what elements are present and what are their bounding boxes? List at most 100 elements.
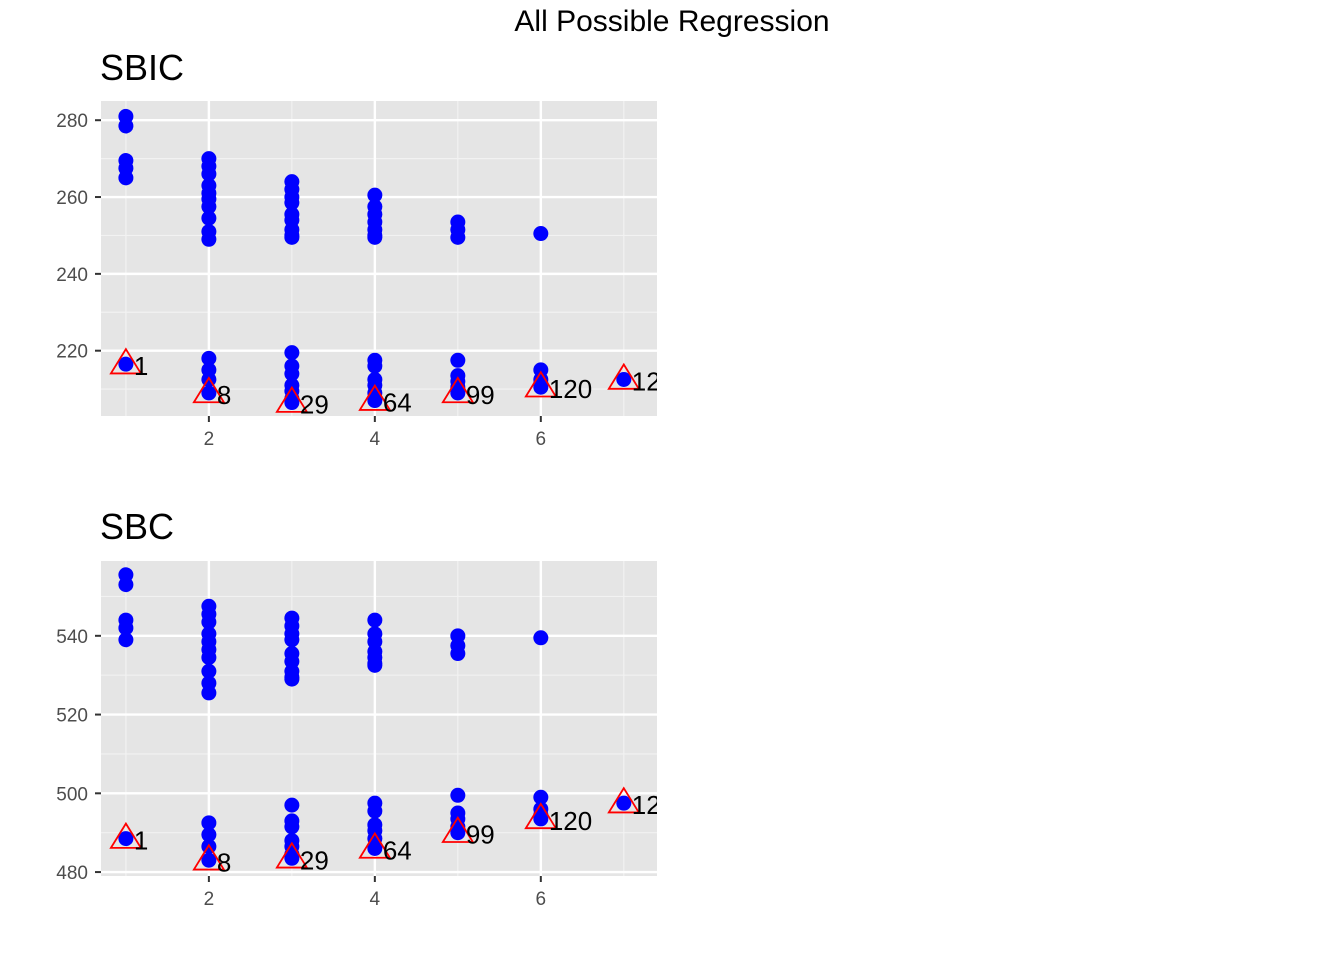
data-point: [201, 385, 217, 401]
data-point: [367, 358, 383, 374]
data-point: [284, 345, 300, 361]
data-point: [201, 685, 217, 701]
data-point: [533, 379, 549, 395]
data-point: [201, 815, 217, 831]
best-model-marker: [441, 815, 475, 843]
x-tick-label: 4: [370, 889, 381, 910]
data-point: [367, 840, 383, 856]
data-point: [118, 356, 134, 372]
data-point: [201, 827, 217, 843]
y-tick-label: 260: [56, 188, 88, 209]
data-point: [284, 195, 300, 211]
x-tick-label: 2: [204, 429, 215, 450]
best-model-label: 8: [217, 380, 231, 410]
best-model-label: 99: [466, 820, 495, 850]
data-point: [284, 797, 300, 813]
x-tick-label: 6: [536, 429, 547, 450]
data-marks: 1 8 29 64 99 120 127: [109, 567, 675, 877]
main-title: All Possible Regression: [514, 5, 829, 38]
data-point: [284, 819, 300, 835]
chart-panel-sbic: SBIC 2 4 6 220 240 260 280 1 8 29 64 99 120 127: [56, 47, 675, 450]
best-model-label: 64: [383, 835, 412, 865]
data-point: [201, 199, 217, 215]
best-model-label: 8: [217, 847, 231, 877]
data-point: [201, 231, 217, 247]
best-model-label: 120: [549, 806, 592, 836]
best-model-marker: [607, 362, 641, 390]
data-marks: 1 8 29 64 99 120 127: [109, 108, 675, 420]
y-tick-label: 480: [56, 863, 88, 884]
data-point: [118, 118, 134, 134]
x-tick-label: 4: [370, 429, 381, 450]
best-model-marker: [192, 843, 226, 871]
data-point: [367, 803, 383, 819]
data-point: [284, 632, 300, 648]
data-point: [284, 850, 300, 866]
panel-title: SBIC: [100, 47, 184, 88]
best-model-marker: [441, 376, 475, 404]
best-model-label: 99: [466, 380, 495, 410]
best-model-marker: [524, 370, 558, 398]
data-point: [118, 170, 134, 186]
data-point: [284, 395, 300, 411]
data-point: [118, 831, 134, 847]
best-model-label: 127: [632, 367, 675, 397]
data-point: [201, 649, 217, 665]
data-point: [367, 187, 383, 203]
data-point: [118, 632, 134, 648]
x-tick-label: 2: [204, 889, 215, 910]
data-point: [450, 352, 466, 368]
y-tick-label: 500: [56, 784, 88, 805]
best-model-marker: [524, 802, 558, 830]
data-point: [450, 825, 466, 841]
best-model-marker: [109, 821, 143, 849]
data-point: [201, 614, 217, 630]
best-model-marker: [109, 347, 143, 375]
y-tick-label: 220: [56, 342, 88, 363]
best-model-label: 1: [134, 351, 148, 381]
y-tick-label: 280: [56, 111, 88, 132]
best-model-label: 29: [300, 845, 329, 875]
data-point: [284, 366, 300, 382]
data-point: [118, 620, 134, 636]
data-point: [367, 393, 383, 409]
data-point: [533, 789, 549, 805]
data-point: [367, 229, 383, 245]
data-point: [450, 646, 466, 662]
data-point: [118, 577, 134, 593]
data-point: [201, 166, 217, 182]
x-tick-label: 6: [536, 889, 547, 910]
best-model-marker: [358, 831, 392, 859]
data-point: [284, 229, 300, 245]
best-model-label: 120: [549, 374, 592, 404]
y-tick-label: 240: [56, 265, 88, 286]
data-point: [284, 671, 300, 687]
panel-title: SBC: [100, 506, 174, 547]
y-tick-label: 520: [56, 706, 88, 727]
data-point: [616, 795, 632, 811]
data-point: [450, 385, 466, 401]
data-point: [201, 210, 217, 226]
chart-panel-sbc: SBC 2 4 6 480 500 520 540 1 8 29 64 99 120 127: [56, 506, 675, 910]
best-model-marker: [192, 376, 226, 404]
data-point: [201, 663, 217, 679]
data-point: [533, 630, 549, 646]
best-model-label: 64: [383, 388, 412, 418]
best-model-marker: [275, 385, 309, 413]
data-point: [533, 811, 549, 827]
best-model-marker: [358, 383, 392, 411]
best-model-label: 29: [300, 390, 329, 420]
data-point: [450, 229, 466, 245]
best-model-label: 127: [632, 790, 675, 820]
best-model-label: 1: [134, 826, 148, 856]
best-model-marker: [275, 841, 309, 869]
data-point: [367, 657, 383, 673]
data-point: [201, 852, 217, 868]
data-point: [367, 612, 383, 628]
data-point: [450, 787, 466, 803]
data-point: [201, 350, 217, 366]
y-tick-label: 540: [56, 627, 88, 648]
data-point: [533, 226, 549, 242]
best-model-marker: [607, 786, 641, 814]
